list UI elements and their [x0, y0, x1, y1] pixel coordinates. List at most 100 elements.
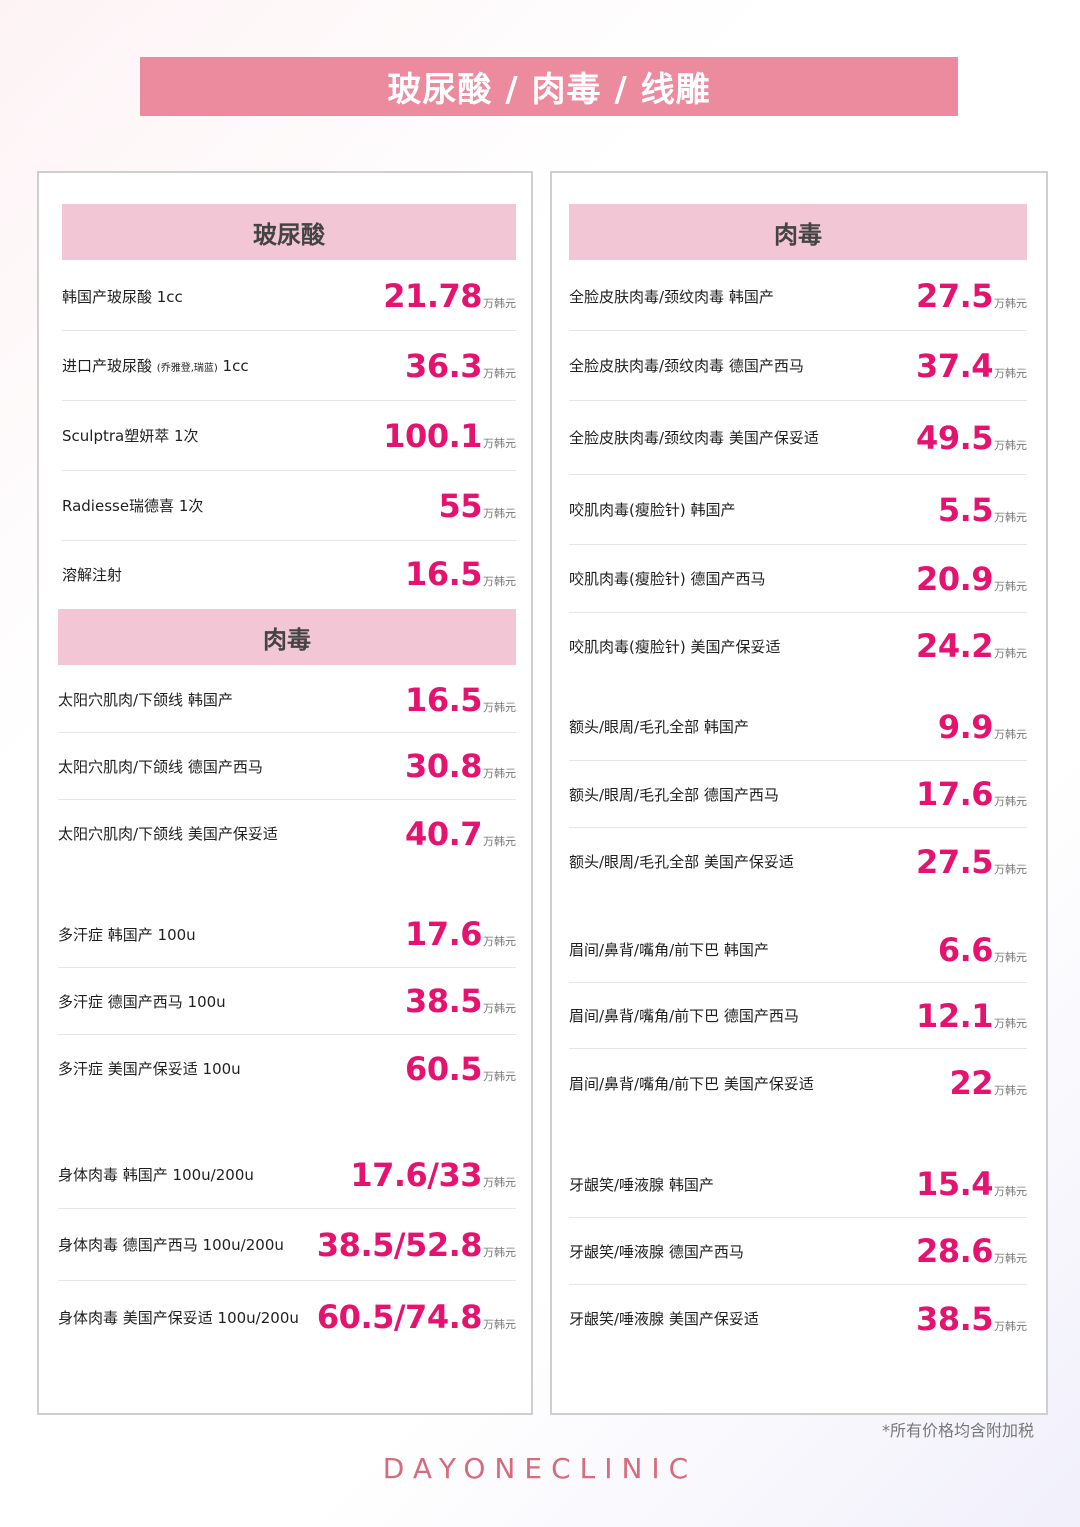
price-unit: 万韩元: [994, 1319, 1027, 1333]
item-price: 17.6/33: [350, 1155, 482, 1194]
item-label: 眉间/鼻背/嘴角/前下巴 韩国产: [569, 941, 769, 959]
price-row: 额头/眼周/毛孔全部 美国产保妥适 27.5 万韩元: [569, 828, 1027, 895]
price-row: 多汗症 韩国产 100u 17.6 万韩元: [58, 901, 516, 968]
item-price: 12.1: [916, 996, 993, 1035]
item-label: Radiesse瑞德喜 1次: [62, 497, 204, 515]
item-label: 太阳穴肌肉/下颌线 美国产保妥适: [58, 825, 278, 843]
item-price: 28.6: [916, 1232, 993, 1270]
item-label: 身体肉毒 德国产西马 100u/200u: [58, 1236, 284, 1254]
price-row: 太阳穴肌肉/下颌线 德国产西马 30.8 万韩元: [58, 733, 516, 800]
section-header-botox-right: 肉毒: [569, 204, 1027, 260]
item-label: 进口产玻尿酸 (乔雅登,瑞蓝) 1cc: [62, 357, 249, 375]
price-unit: 万韩元: [994, 1084, 1027, 1097]
price-unit: 万韩元: [483, 1175, 516, 1189]
item-price: 21.78: [383, 277, 482, 315]
price-unit: 万韩元: [483, 1002, 516, 1015]
price-unit: 万韩元: [483, 575, 516, 588]
tax-footnote: *所有价格均含附加税: [881, 1421, 1034, 1440]
item-price: 15.4: [916, 1165, 993, 1203]
item-label: Sculptra塑妍萃 1次: [62, 427, 199, 445]
price-row: 眉间/鼻背/嘴角/前下巴 美国产保妥适 22 万韩元: [569, 1049, 1027, 1117]
price-row: 咬肌肉毒(瘦脸针) 美国产保妥适 24.2 万韩元: [569, 613, 1027, 679]
item-label: 额头/眼周/毛孔全部 韩国产: [569, 718, 749, 736]
item-price: 17.6: [405, 915, 482, 953]
price-row: 身体肉毒 韩国产 100u/200u 17.6/33 万韩元: [58, 1141, 516, 1209]
price-unit: 万韩元: [994, 510, 1027, 524]
item-price: 40.7: [405, 814, 482, 853]
price-unit: 万韩元: [483, 1318, 516, 1331]
price-row: Sculptra塑妍萃 1次 100.1 万韩元: [62, 401, 516, 471]
item-label: 咬肌肉毒(瘦脸针) 韩国产: [569, 501, 736, 519]
item-price: 6.6: [937, 930, 994, 969]
price-unit: 万韩元: [483, 700, 516, 714]
item-price: 38.5/52.8: [316, 1225, 483, 1264]
item-label: 牙龈笑/唾液腺 美国产保妥适: [569, 1310, 759, 1328]
item-label: 全脸皮肤肉毒/颈纹肉毒 韩国产: [569, 287, 774, 306]
item-price: 9.9: [937, 707, 994, 746]
item-label: 全脸皮肤肉毒/颈纹肉毒 美国产保妥适: [569, 429, 819, 447]
item-price: 36.3: [405, 346, 482, 385]
price-unit: 万韩元: [994, 795, 1027, 808]
item-label: 全脸皮肤肉毒/颈纹肉毒 德国产西马: [569, 357, 804, 375]
price-row: 身体肉毒 美国产保妥适 100u/200u 60.5/74.8 万韩元: [58, 1281, 516, 1353]
price-unit: 万韩元: [994, 862, 1027, 876]
price-unit: 万韩元: [994, 647, 1027, 660]
price-unit: 万韩元: [483, 366, 516, 380]
item-price: 16.5: [405, 680, 482, 719]
item-label: 多汗症 德国产西马 100u: [58, 992, 226, 1011]
item-price: 16.5: [405, 555, 482, 593]
item-price: 49.5: [916, 418, 993, 457]
item-price: 27.5: [916, 277, 993, 315]
item-label: 咬肌肉毒(瘦脸针) 美国产保妥适: [569, 637, 781, 656]
price-unit: 万韩元: [483, 506, 516, 520]
price-unit: 万韩元: [994, 579, 1027, 593]
item-label: 韩国产玻尿酸 1cc: [62, 287, 183, 306]
item-label: 咬肌肉毒(瘦脸针) 德国产西马: [569, 570, 766, 588]
price-row: 多汗症 德国产西马 100u 38.5 万韩元: [58, 968, 516, 1035]
section-header-botox: 肉毒: [58, 609, 516, 665]
section-header-hyaluronic: 玻尿酸: [62, 204, 516, 260]
item-price: 37.4: [916, 346, 993, 385]
price-row: 全脸皮肤肉毒/颈纹肉毒 韩国产 27.5 万韩元: [569, 262, 1027, 331]
item-price: 55: [438, 486, 482, 525]
item-price: 38.5: [405, 982, 482, 1020]
item-label: 额头/眼周/毛孔全部 美国产保妥适: [569, 853, 794, 871]
item-label: 太阳穴肌肉/下颌线 德国产西马: [58, 757, 263, 776]
item-label: 牙龈笑/唾液腺 德国产西马: [569, 1242, 744, 1261]
price-unit: 万韩元: [994, 438, 1027, 452]
price-unit: 万韩元: [994, 1185, 1027, 1198]
price-unit: 万韩元: [483, 767, 516, 780]
item-price: 60.5: [405, 1049, 482, 1088]
page-title: 玻尿酸 / 肉毒 / 线雕: [140, 57, 958, 116]
item-label: 太阳穴肌肉/下颌线 韩国产: [58, 691, 233, 709]
price-row: 全脸皮肤肉毒/颈纹肉毒 美国产保妥适 49.5 万韩元: [569, 401, 1027, 475]
price-unit: 万韩元: [483, 297, 516, 310]
price-row: 全脸皮肤肉毒/颈纹肉毒 德国产西马 37.4 万韩元: [569, 331, 1027, 401]
price-row: 进口产玻尿酸 (乔雅登,瑞蓝) 1cc 36.3 万韩元: [62, 331, 516, 401]
price-row: Radiesse瑞德喜 1次 55 万韩元: [62, 471, 516, 541]
item-price: 22: [949, 1064, 993, 1102]
item-price: 20.9: [916, 559, 993, 598]
item-label: 额头/眼周/毛孔全部 德国产西马: [569, 785, 779, 804]
price-row: 咬肌肉毒(瘦脸针) 德国产西马 20.9 万韩元: [569, 545, 1027, 613]
price-row: 眉间/鼻背/嘴角/前下巴 德国产西马 12.1 万韩元: [569, 983, 1027, 1049]
price-row: 溶解注射 16.5 万韩元: [62, 541, 516, 607]
price-unit: 万韩元: [483, 1245, 516, 1259]
item-price: 60.5/74.8: [316, 1298, 483, 1336]
item-price: 17.6: [916, 775, 993, 813]
item-price: 5.5: [937, 490, 994, 529]
price-unit: 万韩元: [483, 834, 516, 848]
price-unit: 万韩元: [994, 1252, 1027, 1265]
item-label-note: (乔雅登,瑞蓝): [156, 363, 218, 374]
price-row: 牙龈笑/唾液腺 德国产西马 28.6 万韩元: [569, 1218, 1027, 1285]
item-price: 100.1: [383, 416, 482, 455]
item-price: 27.5: [916, 842, 993, 881]
item-price: 30.8: [405, 747, 482, 785]
price-unit: 万韩元: [994, 1016, 1027, 1030]
item-label: 溶解注射: [62, 565, 123, 584]
price-row: 咬肌肉毒(瘦脸针) 韩国产 5.5 万韩元: [569, 475, 1027, 545]
price-row: 太阳穴肌肉/下颌线 韩国产 16.5 万韩元: [58, 667, 516, 733]
price-row: 牙龈笑/唾液腺 韩国产 15.4 万韩元: [569, 1151, 1027, 1218]
price-unit: 万韩元: [994, 950, 1027, 964]
item-price: 38.5: [916, 1299, 993, 1338]
